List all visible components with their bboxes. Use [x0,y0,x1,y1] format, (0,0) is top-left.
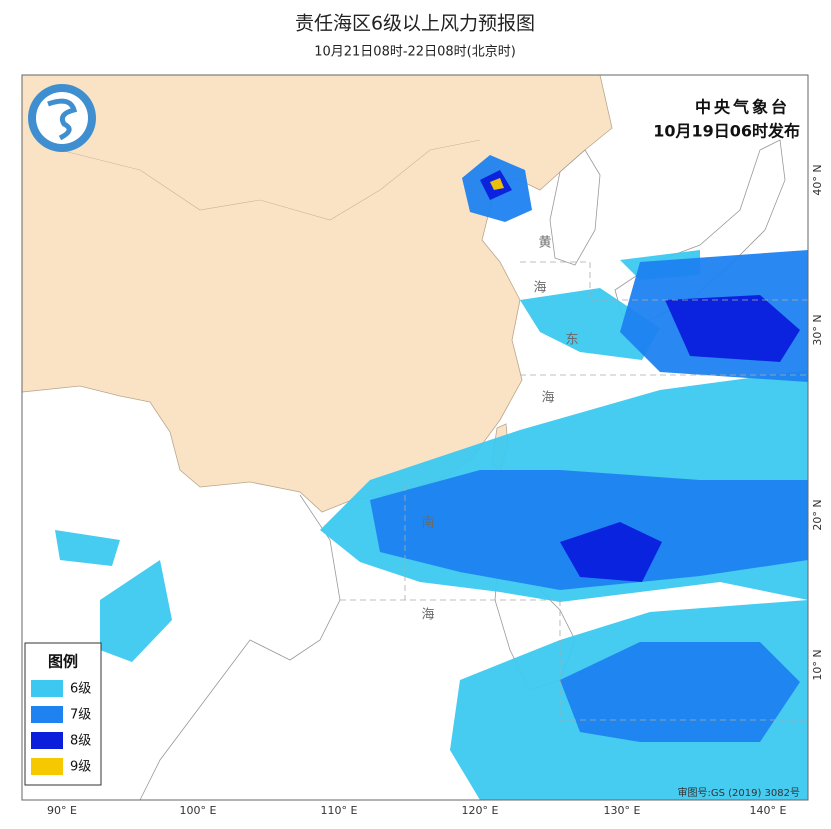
wind-area [560,522,662,582]
map-number: 审图号:GS (2019) 3082号 [677,786,800,799]
legend-swatch [31,680,63,697]
legend: 图例 6级 7级 8级 9级 [24,642,102,786]
map-frame [21,74,809,801]
sea-label: 黄 [538,236,551,251]
sea-label: 海 [541,391,554,406]
logo-mark [47,98,78,141]
legend-label: 9级 [70,760,91,775]
legend-title: 图例 [48,653,78,671]
sea-label: 东 [565,333,578,348]
issuer-agency: 中央气象台 [695,98,790,117]
longitude-label: 110° E [321,804,358,817]
korea [549,149,601,266]
latitude-label: 20° N [811,499,824,530]
legend-swatch [31,706,63,723]
legend-label: 8级 [70,734,91,749]
sea-label: 海 [533,281,546,296]
logo [28,84,96,152]
legend-swatch [31,732,63,749]
legend-label: 6级 [70,682,91,697]
border-lines [59,139,481,221]
longitude-label: 120° E [462,804,499,817]
longitude-label: 100° E [180,804,217,817]
wind-area [100,560,172,662]
latitude-label: 10° N [811,649,824,680]
wind-layer [55,155,808,800]
grid-layer [340,261,808,721]
legend-label: 7级 [70,708,91,723]
subtitle: 10月21日08时-22日08时(北京时) [314,45,516,60]
sea-label: 海 [421,608,434,623]
wind-area [370,470,808,590]
wind-area [560,642,800,742]
latitude-label: 30° N [811,314,824,345]
sea-label: 南 [421,515,434,531]
region-boundary [520,261,808,301]
wind-area [520,288,660,360]
wind-area [55,530,120,566]
wind-area [490,178,504,190]
latitude-label: 40° N [811,164,824,195]
issuer-time: 10月19日06时发布 [653,122,800,141]
region-boundary [404,485,808,721]
longitude-label: 130° E [604,804,641,817]
wind-area [665,295,800,362]
title: 责任海区6级以上风力预报图 [295,13,535,35]
coast-southeast-asia [139,494,341,801]
longitude-label: 90° E [47,804,77,817]
longitude-label: 140° E [750,804,787,817]
legend-swatch [31,758,63,775]
